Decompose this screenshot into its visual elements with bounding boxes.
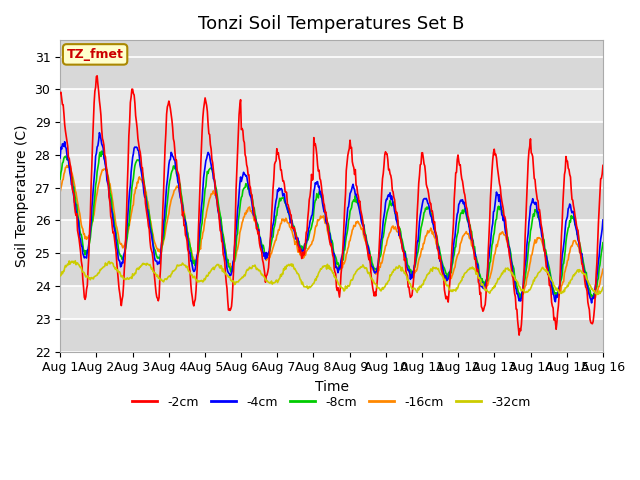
Legend: -2cm, -4cm, -8cm, -16cm, -32cm: -2cm, -4cm, -8cm, -16cm, -32cm	[127, 391, 536, 414]
Bar	[60, 40, 603, 57]
Bar	[60, 253, 603, 286]
Bar	[60, 57, 603, 89]
Bar	[60, 89, 603, 122]
Bar	[60, 286, 603, 319]
Y-axis label: Soil Temperature (C): Soil Temperature (C)	[15, 125, 29, 267]
Bar	[60, 188, 603, 220]
Text: TZ_fmet: TZ_fmet	[67, 48, 124, 61]
Bar	[60, 220, 603, 253]
X-axis label: Time: Time	[314, 380, 349, 394]
Bar	[60, 122, 603, 155]
Bar	[60, 319, 603, 351]
Bar	[60, 155, 603, 188]
Title: Tonzi Soil Temperatures Set B: Tonzi Soil Temperatures Set B	[198, 15, 465, 33]
